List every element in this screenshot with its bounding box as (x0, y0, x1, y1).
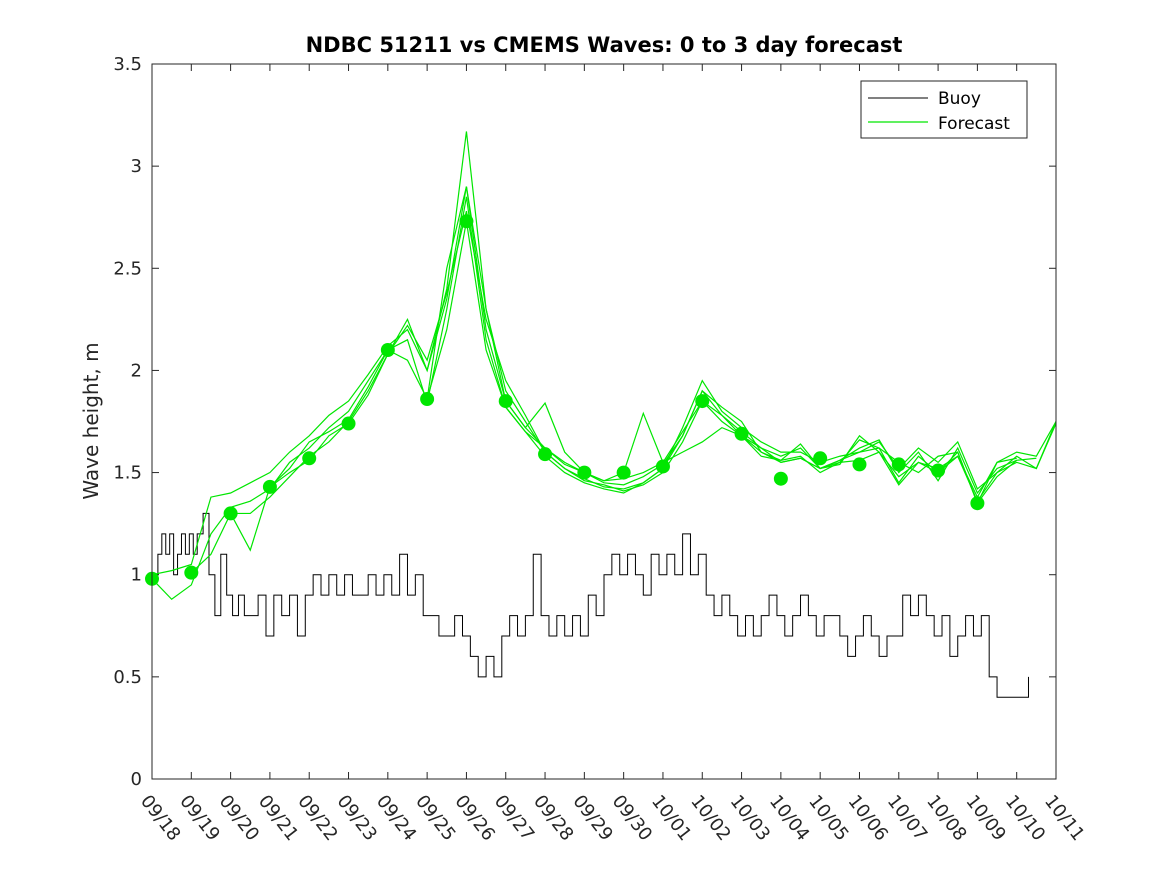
forecast-point (734, 426, 749, 441)
forecast-points (145, 214, 985, 586)
buoy-series (152, 512, 1029, 698)
forecast-point (223, 506, 238, 521)
forecast-point (380, 343, 395, 357)
y-tick-label: 0 (131, 769, 142, 790)
forecast-point (852, 457, 867, 472)
y-axis-ticks: 0 0.5 1 1.5 2 2.5 3 3.5 (113, 54, 1056, 790)
forecast-line-2 (151, 131, 1057, 576)
y-tick-label: 3 (131, 156, 142, 177)
forecast-point (813, 451, 828, 466)
forecast-point (262, 479, 277, 494)
forecast-point (184, 565, 199, 580)
legend-buoy-label: Buoy (938, 89, 981, 109)
chart-title: NDBC 51211 vs CMEMS Waves: 0 to 3 day fo… (306, 33, 903, 57)
legend: Buoy Forecast (860, 80, 1028, 139)
y-axis-label: Wave height, m (79, 342, 103, 499)
y-tick-label: 0.5 (113, 667, 142, 688)
y-tick-label: 3.5 (113, 54, 142, 75)
forecast-point (931, 463, 946, 478)
forecast-point (498, 394, 513, 409)
forecast-point (970, 496, 985, 511)
buoy-line (152, 512, 1029, 698)
forecast-point (695, 394, 710, 409)
forecast-point (538, 447, 553, 462)
legend-forecast-label: Forecast (938, 114, 1010, 134)
forecast-point (577, 465, 592, 480)
forecast-point (341, 416, 356, 431)
axes-box (151, 63, 1057, 780)
forecast-point (616, 465, 631, 480)
y-tick-label: 1 (131, 565, 142, 586)
y-tick-label: 1.5 (113, 463, 142, 484)
forecast-point (655, 459, 670, 474)
y-tick-label: 2 (131, 360, 142, 381)
forecast-point (773, 471, 788, 486)
forecast-line-3 (190, 186, 1017, 574)
forecast-point (420, 392, 435, 407)
legend-box (860, 80, 1028, 139)
forecast-point (302, 451, 317, 466)
forecast-point (891, 457, 906, 472)
y-tick-label: 2.5 (113, 258, 142, 279)
forecast-point (459, 214, 474, 229)
plot-area (152, 64, 1056, 779)
forecast-line-6 (426, 186, 1017, 505)
